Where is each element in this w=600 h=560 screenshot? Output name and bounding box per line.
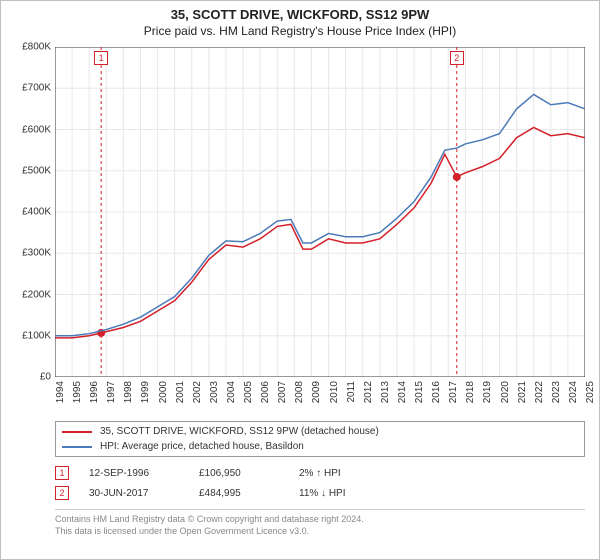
x-tick-label: 2008 — [294, 381, 305, 403]
plot-svg — [55, 47, 585, 377]
y-tick-label: £300K — [22, 248, 51, 259]
transaction-pct: 2% ↑ HPI — [299, 468, 409, 479]
chart-title: 35, SCOTT DRIVE, WICKFORD, SS12 9PW — [1, 7, 599, 22]
x-tick-label: 1999 — [140, 381, 151, 403]
x-tick-label: 1997 — [106, 381, 117, 403]
legend-label: 35, SCOTT DRIVE, WICKFORD, SS12 9PW (det… — [100, 426, 379, 437]
x-tick-label: 2012 — [363, 381, 374, 403]
x-tick-label: 2003 — [209, 381, 220, 403]
x-tick-label: 2002 — [192, 381, 203, 403]
chart-subtitle: Price paid vs. HM Land Registry's House … — [1, 24, 599, 38]
x-tick-label: 2005 — [243, 381, 254, 403]
x-tick-label: 2025 — [585, 381, 596, 403]
x-tick-label: 1994 — [55, 381, 66, 403]
transaction-row: 2 30-JUN-2017 £484,995 11% ↓ HPI — [55, 483, 585, 503]
transaction-row: 1 12-SEP-1996 £106,950 2% ↑ HPI — [55, 463, 585, 483]
transaction-price: £484,995 — [199, 488, 279, 499]
x-tick-label: 2023 — [551, 381, 562, 403]
x-tick-label: 2011 — [346, 381, 357, 403]
y-tick-label: £100K — [22, 330, 51, 341]
x-axis: 1994 1995 1996 1997 1998 1999 2000 2001 2002 2003… — [55, 377, 585, 417]
x-tick-label: 2014 — [397, 381, 408, 403]
y-tick-label: £500K — [22, 165, 51, 176]
legend-item: HPI: Average price, detached house, Basi… — [62, 439, 578, 454]
x-tick-label: 2015 — [414, 381, 425, 403]
footer-line-2: This data is licensed under the Open Gov… — [55, 526, 585, 538]
legend-label: HPI: Average price, detached house, Basi… — [100, 441, 304, 452]
x-tick-label: 2019 — [482, 381, 493, 403]
x-tick-label: 2013 — [380, 381, 391, 403]
legend-item: 35, SCOTT DRIVE, WICKFORD, SS12 9PW (det… — [62, 424, 578, 439]
y-tick-label: £400K — [22, 207, 51, 218]
x-tick-label: 2006 — [260, 381, 271, 403]
x-tick-label: 2024 — [568, 381, 579, 403]
x-tick-label: 2000 — [158, 381, 169, 403]
transaction-price: £106,950 — [199, 468, 279, 479]
legend-box: 35, SCOTT DRIVE, WICKFORD, SS12 9PW (det… — [55, 421, 585, 457]
plot-marker-badge: 1 — [94, 51, 108, 65]
x-tick-label: 1996 — [89, 381, 100, 403]
y-tick-label: £700K — [22, 83, 51, 94]
transaction-date: 12-SEP-1996 — [89, 468, 179, 479]
x-tick-label: 2007 — [277, 381, 288, 403]
legend-swatch — [62, 446, 92, 448]
chart-container: 35, SCOTT DRIVE, WICKFORD, SS12 9PW Pric… — [0, 0, 600, 560]
footer-line-1: Contains HM Land Registry data © Crown c… — [55, 514, 585, 526]
x-tick-label: 2010 — [329, 381, 340, 403]
x-tick-label: 2001 — [175, 381, 186, 403]
transaction-marker-box: 2 — [55, 486, 69, 500]
x-tick-label: 2009 — [311, 381, 322, 403]
legend-swatch — [62, 431, 92, 433]
y-tick-label: £600K — [22, 124, 51, 135]
plot-area: 12 — [55, 47, 585, 377]
y-tick-label: £800K — [22, 42, 51, 53]
x-tick-label: 2020 — [500, 381, 511, 403]
y-tick-label: £0 — [40, 372, 51, 383]
x-tick-label: 2018 — [465, 381, 476, 403]
transaction-pct: 11% ↓ HPI — [299, 488, 409, 499]
plot-marker-badge: 2 — [450, 51, 464, 65]
y-axis: £0£100K£200K£300K£400K£500K£600K£700K£80… — [1, 47, 55, 377]
x-tick-label: 2016 — [431, 381, 442, 403]
x-tick-label: 2021 — [517, 381, 528, 403]
transaction-date: 30-JUN-2017 — [89, 488, 179, 499]
y-tick-label: £200K — [22, 289, 51, 300]
transaction-rows: 1 12-SEP-1996 £106,950 2% ↑ HPI 2 30-JUN-2017… — [55, 463, 585, 503]
x-tick-label: 1998 — [123, 381, 134, 403]
transaction-marker-box: 1 — [55, 466, 69, 480]
x-tick-label: 1995 — [72, 381, 83, 403]
x-tick-label: 2004 — [226, 381, 237, 403]
x-tick-label: 2017 — [448, 381, 459, 403]
x-tick-label: 2022 — [534, 381, 545, 403]
footer: Contains HM Land Registry data © Crown c… — [55, 509, 585, 537]
